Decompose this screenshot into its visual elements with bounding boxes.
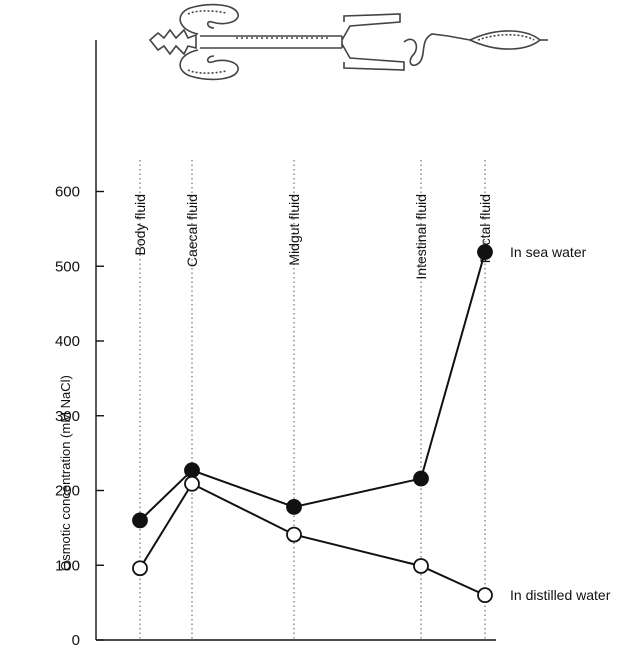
series-group: In sea water In distilled water (132, 244, 611, 604)
data-point (184, 462, 200, 479)
series-sea-water: In sea water (132, 244, 587, 529)
category-guides (139, 160, 486, 640)
data-point (286, 499, 302, 515)
category-label: Midgut fluid (286, 194, 302, 266)
category-label: Body fluid (132, 194, 148, 255)
y-tick-label: 100 (55, 557, 80, 574)
data-point (132, 512, 148, 529)
data-point (184, 475, 200, 492)
y-axis-label: Osmotic concentration (mM NaCl) (58, 375, 73, 571)
y-tick-label: 300 (55, 408, 80, 425)
series-label: In sea water (510, 244, 587, 260)
y-tick-label: 400 (55, 333, 80, 350)
series-distilled-water: In distilled water (132, 475, 611, 604)
data-point (477, 587, 493, 604)
category-labels: Body fluid Caecal fluid Midgut fluid Intest… (132, 194, 493, 280)
category-label: Caecal fluid (184, 194, 200, 267)
data-point (413, 470, 429, 487)
category-label: Intestinal fluid (413, 194, 429, 280)
series-label: In distilled water (510, 587, 611, 603)
y-ticks: 0 100 200 300 400 500 600 (55, 184, 104, 649)
data-point (413, 558, 429, 574)
data-point (286, 526, 302, 543)
y-tick-label: 500 (55, 258, 80, 275)
y-tick-label: 0 (72, 632, 80, 649)
y-tick-label: 600 (55, 184, 80, 201)
data-point (132, 560, 148, 577)
data-point (477, 244, 493, 260)
insect-gut-illustration (148, 3, 548, 81)
y-tick-label: 200 (55, 483, 80, 500)
